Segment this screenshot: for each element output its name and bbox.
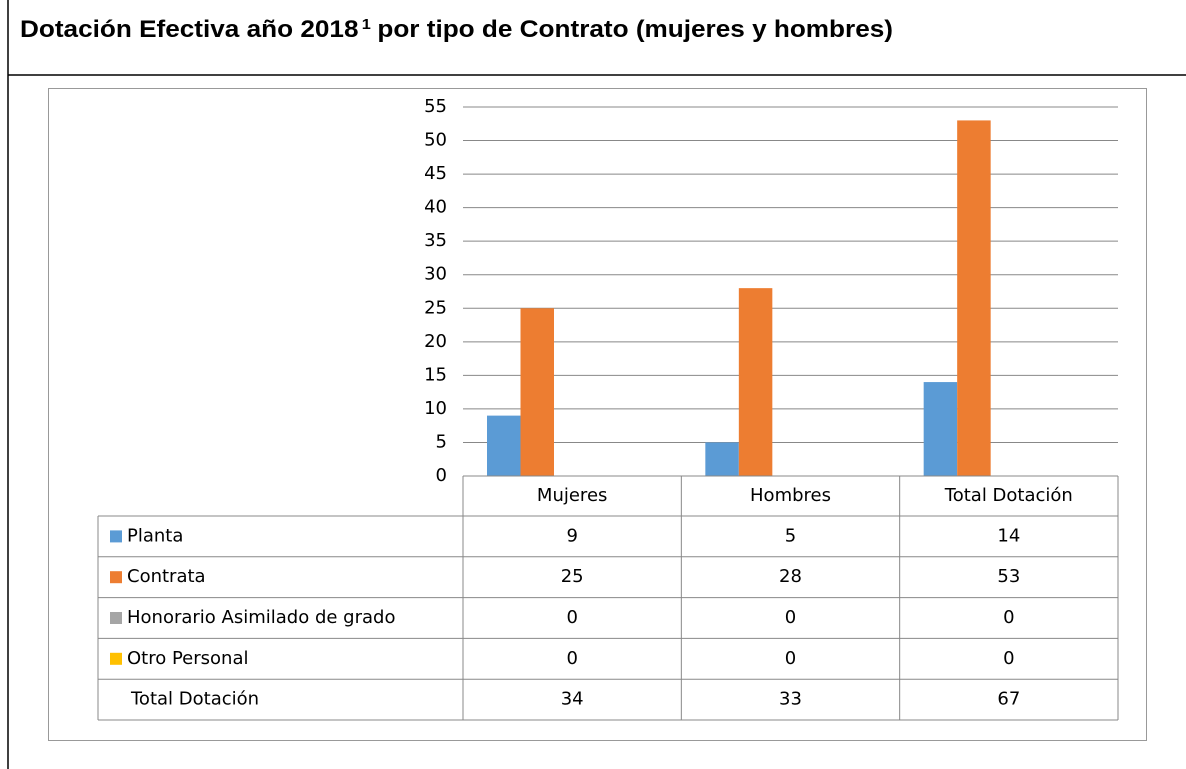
bar	[738, 288, 773, 476]
y-tick-label: 15	[424, 364, 447, 385]
y-tick-label: 35	[424, 230, 447, 251]
legend-swatch	[110, 530, 122, 543]
table-cell: 28	[779, 566, 802, 587]
table-cell: 0	[1003, 648, 1014, 669]
y-tick-label: 5	[436, 431, 447, 452]
table-cell: 9	[566, 525, 577, 546]
legend-label: Contrata	[127, 566, 206, 587]
y-tick-label: 25	[424, 297, 447, 318]
table-cell: 0	[785, 648, 796, 669]
title-rest: por tipo de Contrato (mujeres y hombres)	[377, 16, 893, 43]
y-tick-label: 55	[424, 96, 447, 117]
legend-label: Honorario Asimilado de grado	[127, 607, 395, 628]
bar	[705, 442, 739, 476]
table-cell: 25	[561, 566, 584, 587]
legend-label: Otro Personal	[127, 648, 248, 669]
table-cell: 67	[997, 689, 1020, 710]
x-tick-label: Mujeres	[537, 485, 607, 506]
table-cell: 0	[1003, 607, 1014, 628]
legend-swatch	[110, 571, 122, 584]
table-cell: 14	[997, 525, 1020, 546]
y-tick-label: 40	[424, 197, 447, 218]
total-label: Total Dotación	[130, 689, 259, 710]
title-footnote: 1	[362, 16, 371, 33]
legend-label: Planta	[127, 525, 183, 546]
x-tick-label: Total Dotación	[944, 485, 1073, 506]
table-cell: 34	[561, 689, 584, 710]
legend-swatch	[110, 612, 122, 624]
title-main: Dotación Efectiva año 2018	[20, 16, 358, 43]
y-tick-label: 45	[424, 163, 447, 184]
y-tick-label: 20	[424, 331, 447, 352]
bar	[520, 308, 554, 476]
table-cell: 0	[566, 607, 577, 628]
chart-title: Dotación Efectiva año 2018 1 por tipo de C…	[20, 16, 893, 43]
table-cell: 33	[779, 689, 802, 710]
legend-swatch	[110, 652, 122, 665]
y-tick-label: 0	[436, 465, 447, 486]
y-tick-label: 10	[424, 398, 447, 419]
table-cell: 0	[566, 648, 577, 669]
bar	[923, 382, 958, 476]
chart-area	[48, 88, 1147, 741]
y-tick-label: 30	[424, 264, 447, 285]
y-tick-label: 50	[424, 130, 447, 151]
bar	[487, 415, 521, 476]
table-cell: 0	[785, 607, 796, 628]
x-tick-label: Hombres	[750, 485, 831, 506]
bar	[957, 120, 991, 476]
table-cell: 53	[997, 566, 1020, 587]
table-cell: 5	[785, 525, 796, 546]
